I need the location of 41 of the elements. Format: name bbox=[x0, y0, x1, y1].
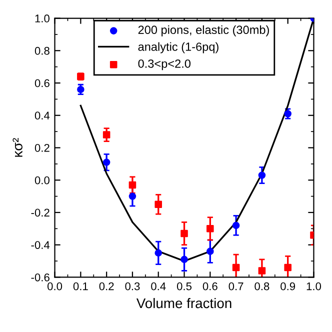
x-tick-label: 1.0 bbox=[306, 282, 322, 290]
point bbox=[128, 181, 136, 189]
x-tick-label: 0.8 bbox=[254, 282, 270, 290]
y-tick-label: 0.2 bbox=[34, 144, 50, 152]
x-tick-label: 0.9 bbox=[280, 282, 296, 290]
x-tick-label: 0.0 bbox=[47, 282, 62, 290]
x-tick-label: 0.3 bbox=[125, 282, 140, 290]
point bbox=[258, 267, 266, 274]
point bbox=[154, 200, 162, 208]
point bbox=[206, 248, 214, 255]
point bbox=[180, 256, 188, 264]
point bbox=[232, 264, 240, 272]
point bbox=[154, 249, 162, 257]
x-tick-label: 0.6 bbox=[202, 282, 218, 290]
y-tick-label: -0.2 bbox=[31, 208, 50, 217]
x-axis-title: Volume fraction bbox=[136, 298, 232, 308]
point bbox=[284, 264, 292, 272]
y-tick-label: -0.6 bbox=[31, 273, 50, 282]
point bbox=[284, 110, 292, 118]
point bbox=[206, 225, 214, 232]
y-tick-label: 1.0 bbox=[35, 14, 50, 22]
y-tick-label: 0.0 bbox=[34, 176, 50, 184]
y-tick-label: 0.8 bbox=[34, 46, 50, 55]
y-axis-title: κσ² bbox=[12, 138, 22, 157]
point bbox=[180, 230, 188, 238]
x-tick-label: 0.7 bbox=[228, 282, 244, 290]
legend-label: analytic (1-6pq) bbox=[138, 42, 218, 54]
legend-label: 200 pions, elastic (30mb) bbox=[138, 25, 269, 36]
x-tick-label: 0.4 bbox=[151, 282, 166, 290]
point bbox=[232, 222, 240, 230]
x-tick-label: 0.5 bbox=[176, 282, 192, 290]
x-tick-label: 0.1 bbox=[73, 282, 88, 290]
y-tick-label: -0.4 bbox=[31, 241, 50, 249]
y-tick-label: 0.4 bbox=[34, 112, 50, 120]
point bbox=[102, 158, 110, 166]
legend-label: 0.3<p<2.0 bbox=[138, 59, 191, 70]
x-tick-label: 0.2 bbox=[99, 282, 114, 290]
point bbox=[258, 172, 266, 179]
point bbox=[77, 86, 84, 94]
y-tick-label: 0.6 bbox=[34, 79, 50, 88]
point bbox=[102, 131, 110, 138]
